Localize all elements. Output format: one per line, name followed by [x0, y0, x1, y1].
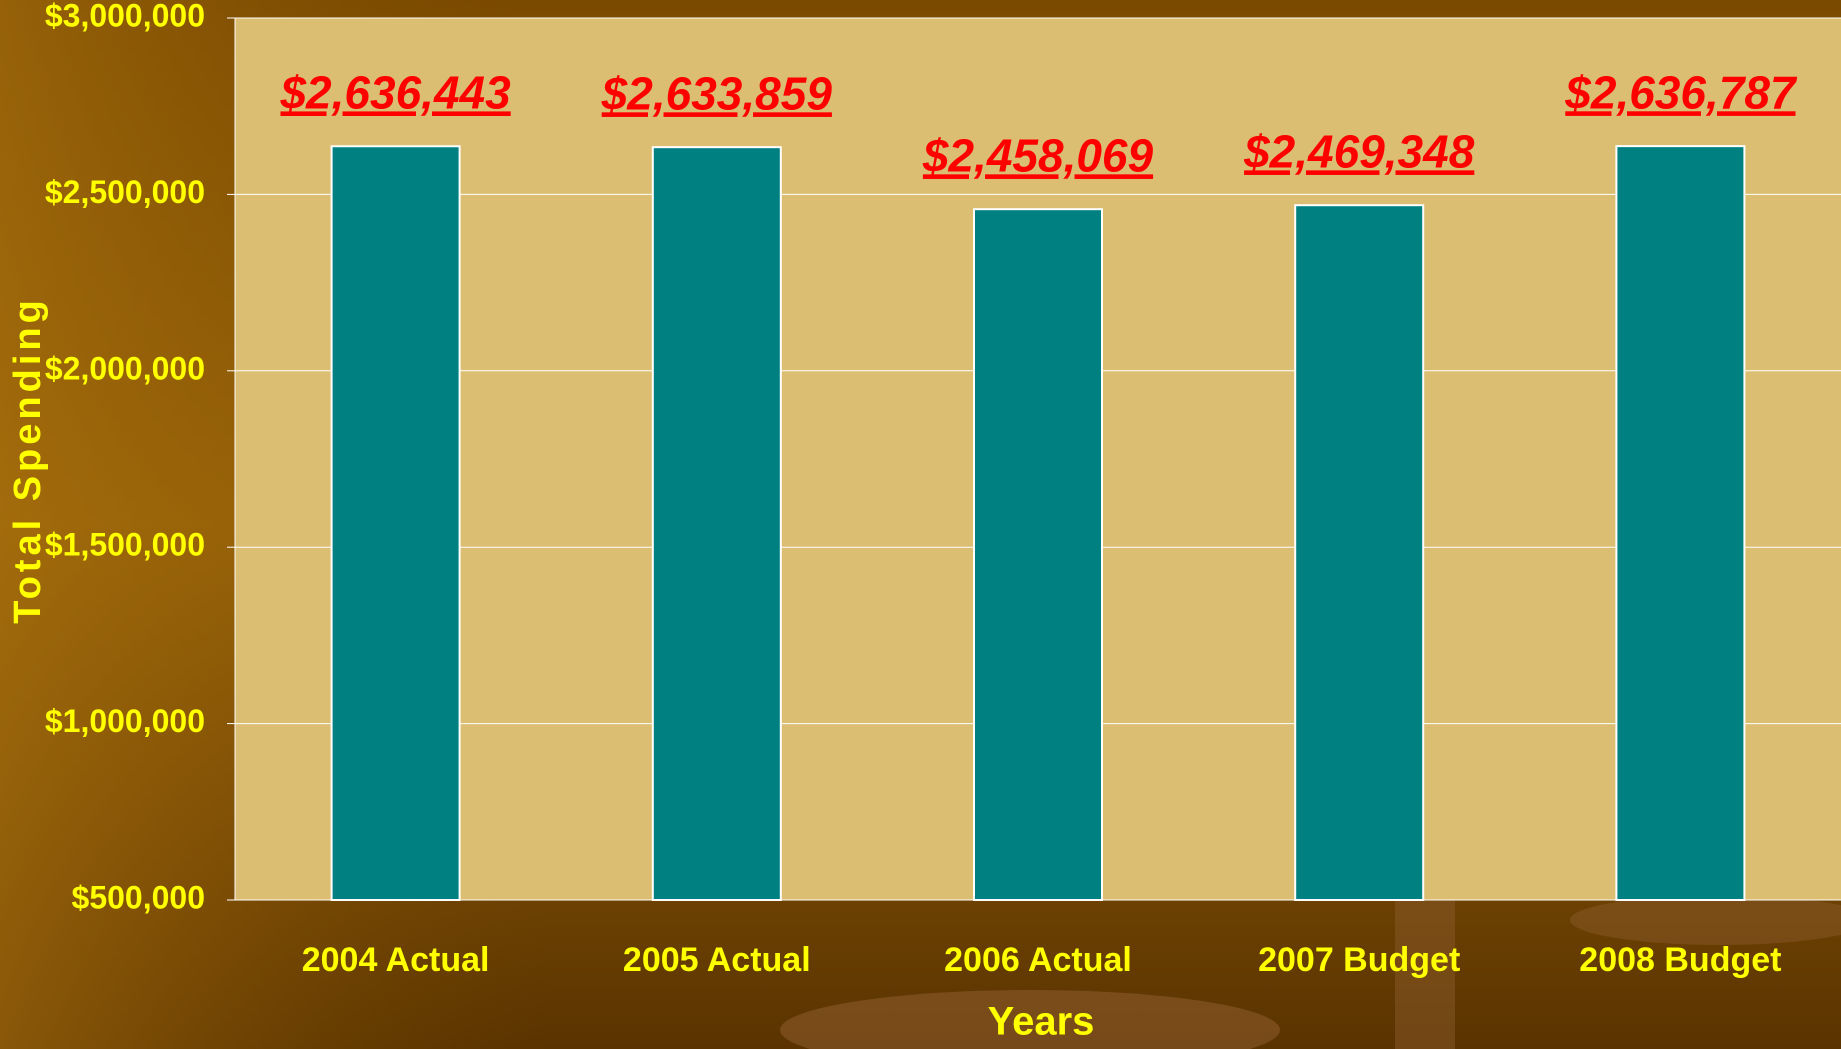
data-label: $2,636,443 [279, 66, 511, 118]
bar [651, 146, 782, 901]
x-tick-label: 2004 Actual [302, 941, 490, 979]
data-label: $2,633,859 [601, 67, 833, 119]
data-label: $2,469,348 [1243, 125, 1475, 177]
bar [973, 208, 1103, 902]
data-label: $2,636,787 [1564, 66, 1798, 118]
data-label: $2,458,069 [922, 129, 1154, 181]
x-axis-title: Years [988, 1000, 1095, 1044]
x-tick-label: 2007 Budget [1258, 941, 1460, 979]
y-tick-label: $1,500,000 [45, 527, 205, 563]
bar [330, 145, 461, 901]
y-tick-label: $2,500,000 [45, 174, 205, 210]
y-axis-title: Total Spending [7, 296, 49, 624]
x-tick-label: 2006 Actual [944, 941, 1132, 979]
y-tick-label: $2,000,000 [45, 350, 205, 386]
x-tick-label: 2008 Budget [1579, 941, 1781, 979]
bar [1615, 145, 1746, 901]
y-tick-label: $500,000 [72, 879, 205, 915]
decoration [1570, 895, 1841, 945]
decoration [1395, 900, 1455, 1049]
decoration [780, 990, 1280, 1049]
y-tick-label: $3,000,000 [45, 0, 205, 33]
bar [1294, 204, 1425, 901]
x-tick-label: 2005 Actual [623, 941, 811, 979]
y-tick-label: $1,000,000 [45, 703, 205, 739]
